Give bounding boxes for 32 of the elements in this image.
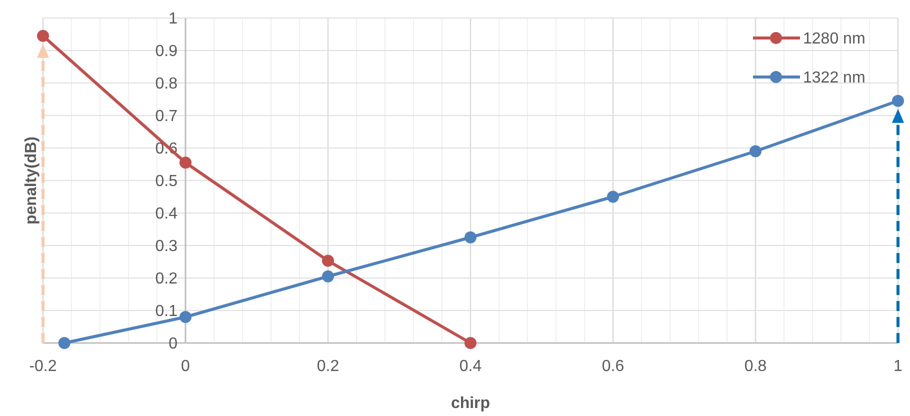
y-tick-label: 0.2 bbox=[155, 270, 178, 288]
point bbox=[750, 145, 762, 158]
y-tick-label: 0 bbox=[168, 336, 178, 353]
y-tick-label: 1 bbox=[168, 10, 178, 28]
x-tick-label: 0.4 bbox=[459, 358, 482, 375]
y-tick-label: 0.9 bbox=[155, 43, 178, 60]
point bbox=[58, 337, 70, 349]
y-axis-title: penalty(dB) bbox=[23, 136, 40, 224]
point bbox=[892, 94, 904, 107]
point bbox=[180, 156, 192, 169]
point bbox=[322, 270, 334, 282]
point bbox=[464, 231, 476, 244]
x-tick-label: -0.2 bbox=[29, 358, 57, 375]
point bbox=[464, 337, 476, 349]
point bbox=[607, 190, 619, 203]
point bbox=[180, 311, 192, 323]
point bbox=[322, 254, 334, 267]
legend-label: 1280 nm bbox=[803, 30, 866, 48]
x-tick-label: 0 bbox=[181, 358, 190, 375]
x-tick-label: 1 bbox=[894, 358, 903, 375]
y-tick-label: 0.5 bbox=[155, 173, 178, 190]
y-tick-label: 0.4 bbox=[155, 206, 178, 223]
x-axis-title: chirp bbox=[450, 395, 490, 412]
y-tick-label: 0.3 bbox=[155, 238, 178, 256]
y-tick-label: 0.8 bbox=[155, 76, 178, 93]
x-tick-label: 0.6 bbox=[602, 358, 624, 375]
y-tick-label: 0.7 bbox=[155, 108, 178, 126]
legend-label: 1322 nm bbox=[803, 70, 866, 87]
y-tick-label: 0.1 bbox=[155, 303, 178, 320]
point bbox=[37, 30, 49, 42]
x-tick-label: 0.2 bbox=[316, 358, 340, 375]
x-tick-label: 0.8 bbox=[744, 358, 767, 375]
